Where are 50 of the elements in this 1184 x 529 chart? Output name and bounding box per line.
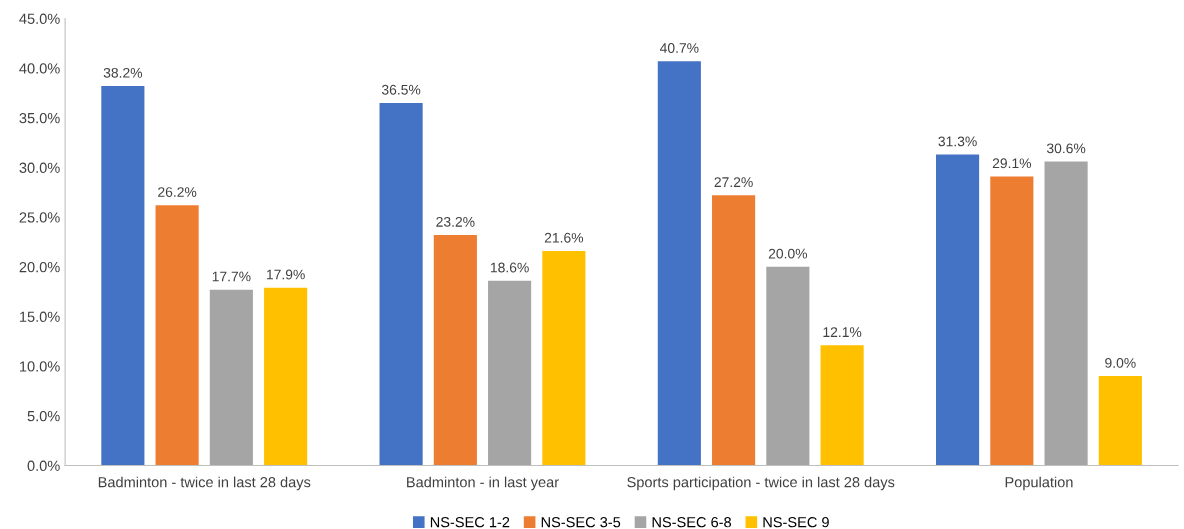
data-label: 27.2% [714, 177, 753, 187]
y-tick-label: 20.0% [19, 261, 60, 273]
x-tick-label: Population [1005, 476, 1073, 491]
legend-label: NS-SEC 3-5 [541, 517, 621, 528]
bar [766, 266, 810, 466]
bar [1044, 161, 1088, 466]
data-label: 17.9% [266, 269, 305, 280]
data-label: 26.2% [158, 187, 197, 197]
data-label: 31.3% [938, 136, 977, 147]
bar [433, 235, 477, 466]
bar [264, 287, 308, 466]
bar [488, 280, 532, 466]
data-label: 30.6% [1046, 143, 1086, 154]
bar [712, 195, 756, 466]
bar [209, 289, 253, 466]
bar [379, 102, 423, 466]
data-label: 17.7% [212, 271, 251, 282]
data-label: 20.0% [768, 248, 808, 259]
bar [155, 205, 199, 466]
x-tick-label: Sports participation - twice in last 28 days [627, 476, 895, 491]
data-label: 36.5% [381, 84, 421, 95]
bar [990, 176, 1034, 466]
data-label: 12.1% [823, 327, 862, 337]
legend-label: NS-SEC 9 [763, 517, 829, 528]
y-tick-label: 5.0% [27, 410, 60, 422]
y-tick-label: 0.0% [27, 460, 60, 471]
bar [542, 250, 586, 466]
y-tick-label: 35.0% [19, 112, 60, 124]
y-tick-label: 15.0% [20, 311, 60, 322]
bar [1098, 376, 1142, 466]
y-tick-label: 30.0% [19, 162, 60, 173]
y-tick-label: 45.0% [19, 13, 60, 24]
y-tick-label: 25.0% [19, 212, 60, 223]
bar [657, 61, 701, 466]
y-tick-label: 40.0% [19, 63, 60, 74]
data-label: 21.6% [544, 232, 584, 243]
x-tick-label: Badminton - twice in last 28 days [98, 476, 311, 491]
bar [936, 154, 980, 466]
legend-label: NS-SEC 1-2 [430, 517, 510, 528]
bar [820, 345, 864, 466]
legend-label: NS-SEC 6-8 [652, 517, 732, 528]
data-label: 29.1% [992, 158, 1032, 169]
x-tick-label: Badminton - in last year [407, 476, 559, 491]
data-label: 18.6% [490, 262, 529, 273]
data-label: 40.7% [659, 43, 699, 53]
data-label: 9.0% [1105, 357, 1136, 368]
data-label: 38.2% [103, 67, 143, 78]
y-tick-label: 10.0% [20, 361, 60, 372]
data-label: 23.2% [436, 216, 475, 227]
bar [101, 86, 145, 466]
